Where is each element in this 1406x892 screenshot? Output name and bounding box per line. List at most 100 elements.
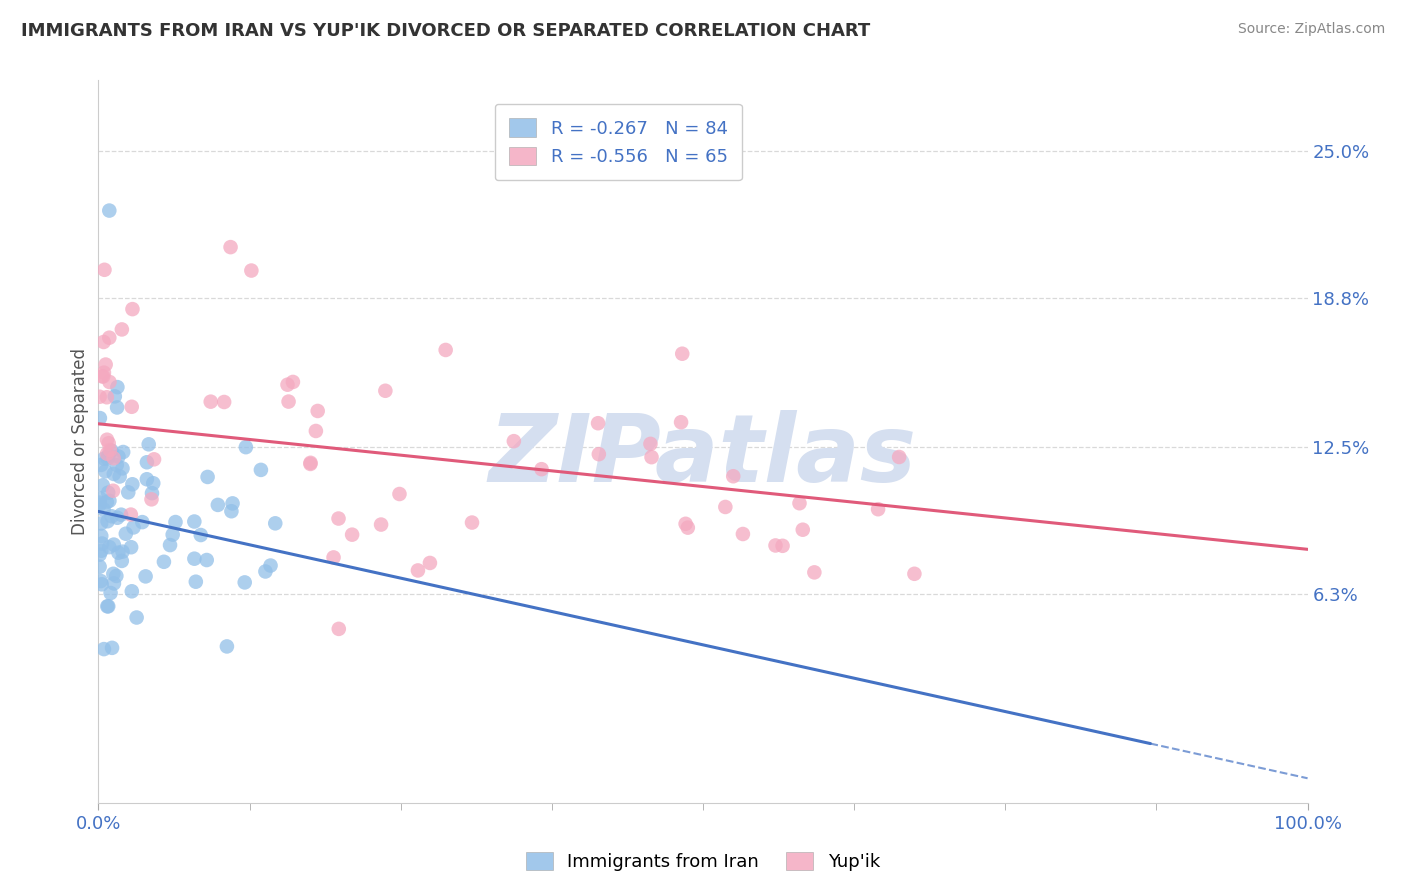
- Point: [117, 485, 139, 500]
- Point: [90, 543, 112, 558]
- Point: [94, 464, 117, 478]
- Point: [90, 574, 112, 588]
- Point: [93, 262, 115, 277]
- Point: [97, 451, 120, 466]
- Point: [143, 452, 166, 467]
- Point: [135, 569, 157, 583]
- Point: [98, 203, 121, 218]
- Point: [789, 496, 811, 510]
- Point: [340, 527, 363, 541]
- Text: Source: ZipAtlas.com: Source: ZipAtlas.com: [1237, 22, 1385, 37]
- Point: [93, 451, 115, 466]
- Point: [96, 433, 118, 447]
- Point: [195, 553, 218, 567]
- Point: [110, 508, 132, 522]
- Point: [97, 436, 120, 450]
- Point: [675, 516, 697, 531]
- Point: [91, 536, 114, 550]
- Point: [97, 599, 120, 614]
- Point: [671, 347, 693, 361]
- Point: [277, 394, 299, 409]
- Point: [207, 498, 229, 512]
- Point: [419, 556, 441, 570]
- Point: [502, 434, 524, 449]
- Point: [122, 520, 145, 534]
- Text: IMMIGRANTS FROM IRAN VS YUP'IK DIVORCED OR SEPARATED CORRELATION CHART: IMMIGRANTS FROM IRAN VS YUP'IK DIVORCED …: [21, 22, 870, 40]
- Point: [388, 487, 411, 501]
- Point: [90, 458, 112, 472]
- Point: [640, 450, 662, 465]
- Point: [103, 576, 125, 591]
- Point: [197, 470, 219, 484]
- Point: [159, 538, 181, 552]
- Point: [281, 375, 304, 389]
- Point: [254, 565, 277, 579]
- Point: [434, 343, 457, 357]
- Point: [190, 528, 212, 542]
- Point: [103, 467, 125, 481]
- Point: [131, 515, 153, 529]
- Legend: Immigrants from Iran, Yup'ik: Immigrants from Iran, Yup'ik: [519, 845, 887, 879]
- Point: [183, 515, 205, 529]
- Point: [94, 358, 117, 372]
- Point: [141, 492, 163, 507]
- Point: [111, 544, 134, 558]
- Point: [221, 504, 243, 518]
- Point: [100, 443, 122, 458]
- Point: [105, 510, 128, 524]
- Point: [121, 477, 143, 491]
- Point: [89, 559, 111, 574]
- Point: [135, 455, 157, 469]
- Point: [100, 586, 122, 600]
- Point: [98, 331, 121, 345]
- Point: [406, 563, 429, 577]
- Point: [101, 640, 124, 655]
- Point: [89, 491, 111, 506]
- Point: [111, 554, 134, 568]
- Point: [153, 555, 176, 569]
- Point: [90, 529, 112, 543]
- Point: [89, 548, 111, 562]
- Point: [112, 445, 135, 459]
- Point: [676, 521, 699, 535]
- Point: [91, 369, 114, 384]
- Point: [121, 400, 143, 414]
- Point: [96, 390, 118, 404]
- Point: [120, 540, 142, 554]
- Point: [96, 447, 118, 461]
- Point: [235, 440, 257, 454]
- Point: [111, 322, 134, 336]
- Point: [89, 411, 111, 425]
- Point: [98, 493, 121, 508]
- Point: [669, 415, 692, 429]
- Point: [142, 476, 165, 491]
- Point: [97, 485, 120, 500]
- Point: [640, 437, 662, 451]
- Point: [91, 369, 114, 384]
- Point: [89, 496, 111, 510]
- Point: [105, 458, 128, 472]
- Point: [90, 577, 112, 591]
- Point: [889, 450, 911, 464]
- Point: [328, 511, 350, 525]
- Point: [98, 375, 121, 389]
- Point: [100, 509, 122, 524]
- Point: [162, 527, 184, 541]
- Point: [120, 508, 142, 522]
- Point: [111, 461, 134, 475]
- Point: [135, 472, 157, 486]
- Point: [264, 516, 287, 531]
- Point: [97, 449, 120, 463]
- Point: [184, 574, 207, 589]
- Point: [299, 457, 322, 471]
- Point: [723, 469, 745, 483]
- Point: [530, 462, 553, 476]
- Point: [588, 447, 610, 461]
- Point: [772, 539, 794, 553]
- Point: [89, 498, 111, 512]
- Point: [259, 558, 281, 573]
- Point: [125, 610, 148, 624]
- Point: [138, 437, 160, 451]
- Point: [93, 642, 115, 657]
- Point: [299, 456, 322, 470]
